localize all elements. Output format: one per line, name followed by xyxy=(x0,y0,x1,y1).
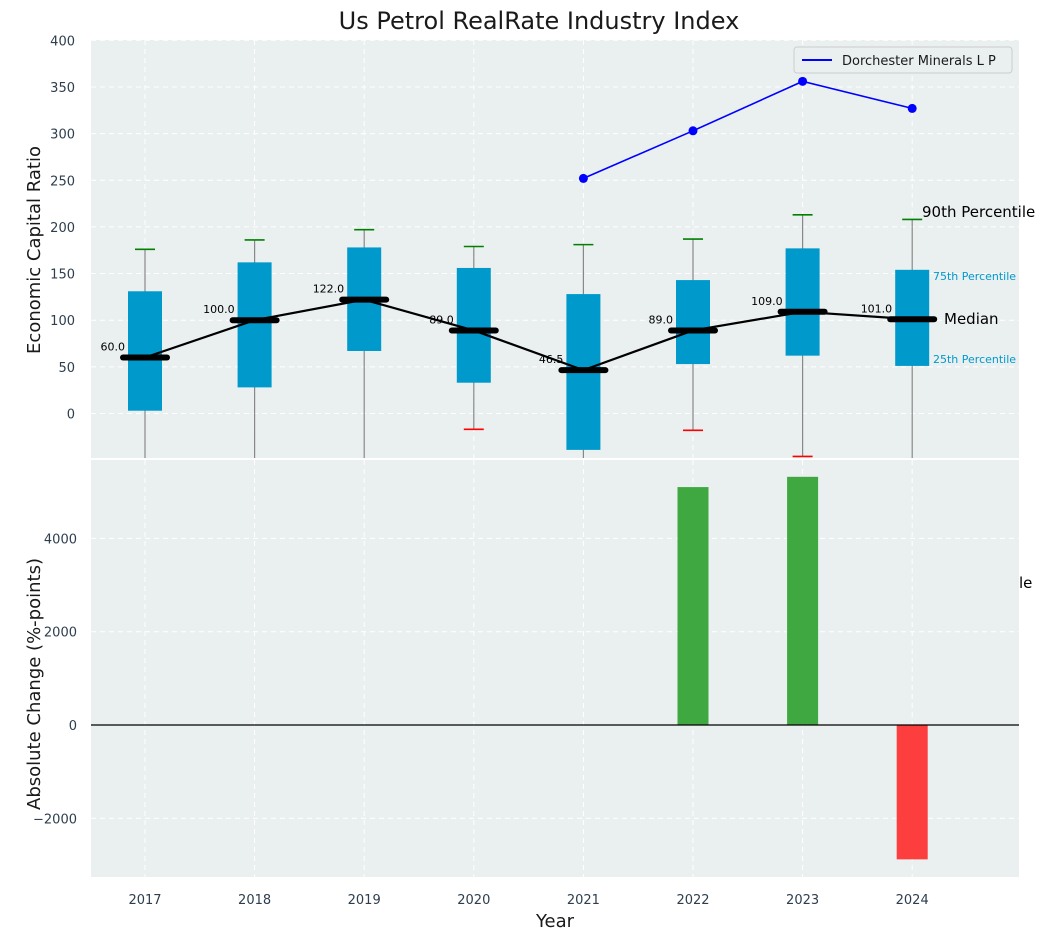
chart-title: Us Petrol RealRate Industry Index xyxy=(339,7,740,35)
median-value-label: 122.0 xyxy=(313,283,345,296)
bottom-y-tick-label: 4000 xyxy=(44,532,77,547)
top-plot-area xyxy=(91,40,1019,458)
bottom-y-axis: −2000 0 2000 4000 xyxy=(33,532,77,827)
top-y-tick-label: 250 xyxy=(50,174,75,189)
bottom-y-tick-label: 0 xyxy=(69,719,77,734)
change-bar xyxy=(677,487,709,725)
median-value-label: 101.0 xyxy=(861,302,893,315)
change-bar xyxy=(787,476,819,725)
median-value-label: 46.5 xyxy=(539,353,564,366)
iqr-box xyxy=(128,291,162,411)
x-tick-label: 2023 xyxy=(786,893,819,908)
series-point-dorchester xyxy=(578,173,588,183)
top-y-axis-label: Economic Capital Ratio xyxy=(24,146,45,354)
iqr-box xyxy=(785,248,820,356)
top-y-tick-label: 100 xyxy=(50,314,75,329)
change-bar xyxy=(896,725,928,860)
annotation-25th-percentile: 25th Percentile xyxy=(933,353,1016,366)
top-y-axis: 0 50 100 150 200 250 300 350 400 xyxy=(50,34,75,422)
median-trend-line xyxy=(144,298,913,372)
x-tick-label: 2021 xyxy=(567,893,600,908)
series-point-dorchester xyxy=(907,103,917,113)
legend: Dorchester Minerals L P xyxy=(793,46,1013,74)
top-y-tick-label: 0 xyxy=(67,408,75,423)
x-tick-label: 2020 xyxy=(457,893,490,908)
bottom-chart-marks xyxy=(91,476,1019,860)
iqr-box xyxy=(676,280,710,365)
series-point-dorchester xyxy=(798,76,808,86)
top-y-tick-label: 200 xyxy=(50,221,75,236)
top-y-tick-label: 150 xyxy=(50,268,75,283)
bottom-plot-area xyxy=(91,460,1019,877)
clipped-annotation-text: le xyxy=(1019,574,1032,592)
top-y-tick-label: 350 xyxy=(50,81,75,96)
legend-box xyxy=(793,46,1013,74)
median-value-label: 109.0 xyxy=(751,295,783,308)
median-value-label: 60.0 xyxy=(101,341,126,354)
annotation-90th-percentile: 90th Percentile xyxy=(922,203,1035,221)
top-y-tick-label: 400 xyxy=(50,34,75,49)
top-chart-marks: 60.0 100.0 122.0 89.0 46.5 89.0 109.0 101.0 xyxy=(101,76,938,458)
x-tick-label: 2022 xyxy=(676,893,709,908)
top-y-tick-label: 50 xyxy=(58,361,75,376)
x-tick-label: 2018 xyxy=(238,893,271,908)
annotation-75th-percentile: 75th Percentile xyxy=(933,270,1016,283)
top-y-tick-label: 300 xyxy=(50,128,75,143)
x-tick-label: 2024 xyxy=(896,893,929,908)
x-axis: 2017 2018 2019 2020 2021 2022 2023 2024 xyxy=(128,893,928,908)
bottom-y-tick-label: −2000 xyxy=(33,812,77,827)
median-value-label: 89.0 xyxy=(429,313,454,326)
median-value-label: 100.0 xyxy=(203,303,235,316)
median-value-label: 89.0 xyxy=(649,313,674,326)
x-tick-label: 2019 xyxy=(348,893,381,908)
series-point-dorchester xyxy=(688,126,698,136)
annotation-median: Median xyxy=(944,310,999,328)
legend-label-dorchester: Dorchester Minerals L P xyxy=(842,54,996,69)
bottom-y-tick-label: 2000 xyxy=(44,626,77,641)
x-axis-label: Year xyxy=(535,911,575,932)
x-tick-label: 2017 xyxy=(128,893,161,908)
bottom-y-axis-label: Absolute Change (%-points) xyxy=(24,558,45,810)
series-line-dorchester xyxy=(583,80,913,180)
iqr-box xyxy=(456,267,491,383)
